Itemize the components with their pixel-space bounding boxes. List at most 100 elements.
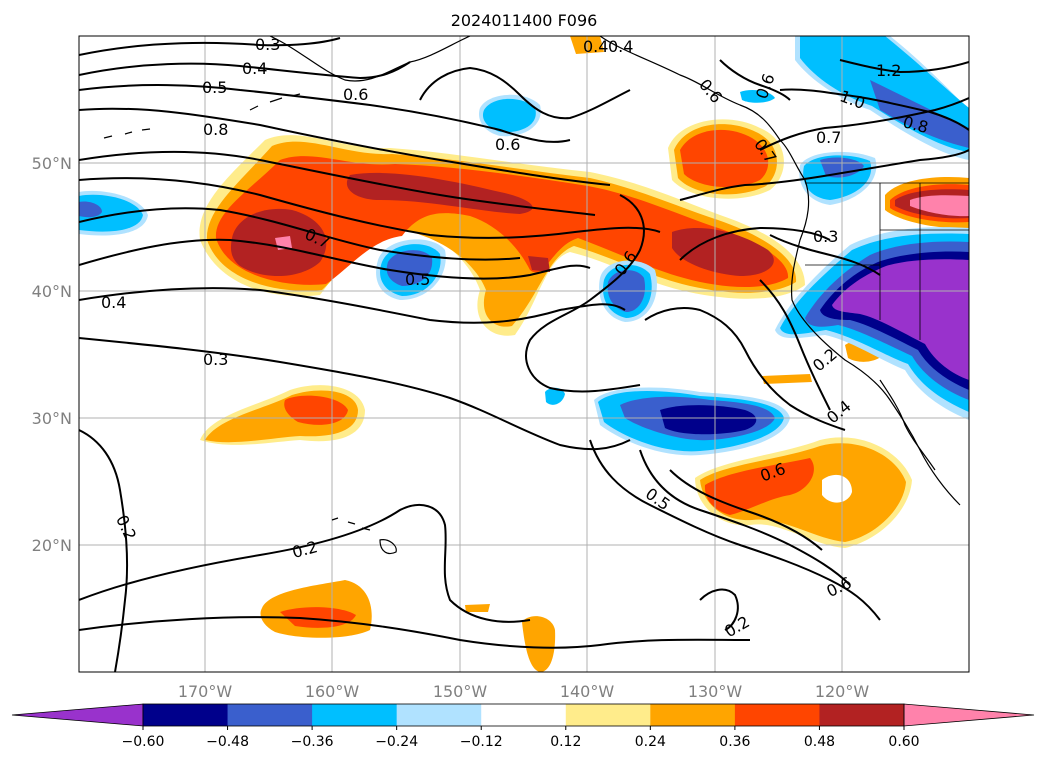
shade-small2-orange xyxy=(762,374,812,384)
contour-line xyxy=(79,177,661,239)
contour-line xyxy=(79,107,611,186)
lon-label-130w: 130°W xyxy=(688,682,743,701)
shade-w-royal xyxy=(79,201,102,218)
contour-line xyxy=(79,238,591,280)
contour-line xyxy=(669,469,823,551)
contour-line xyxy=(589,439,881,621)
lon-label-170w: 170°W xyxy=(178,682,233,701)
colorbar-segment xyxy=(819,704,905,726)
contour-line xyxy=(79,337,631,451)
shade-n-blue xyxy=(482,98,536,133)
contour-label: 0.4 xyxy=(101,293,126,312)
colorbar-extend-high xyxy=(903,703,1035,727)
colorbar-segment xyxy=(734,704,820,726)
shade-s-navy xyxy=(660,405,757,435)
shade-east-darkred xyxy=(672,228,774,276)
lon-label-160w: 160°W xyxy=(305,682,360,701)
contour-label: 0.3 xyxy=(813,227,838,246)
colorbar-segment xyxy=(565,704,651,726)
contour-line xyxy=(79,504,531,623)
coast-hawaii xyxy=(331,517,397,555)
shade-ne-pink xyxy=(910,195,969,217)
contour-line xyxy=(79,150,596,216)
colorbar: −0.60 −0.48 −0.36 −0.24 −0.12 0.12 0.24 0.36 0.4… xyxy=(11,703,1035,750)
colorbar-segment xyxy=(396,704,482,726)
contour-line xyxy=(79,616,751,649)
contour-label: 0.6 xyxy=(343,85,368,104)
contour-line xyxy=(79,207,521,261)
longitude-axis: 170°W 160°W 150°W 140°W 130°W 120°W xyxy=(178,682,870,701)
colorbar-tick-label: −0.12 xyxy=(460,734,503,750)
contour-line xyxy=(525,194,645,393)
contour-label: 0.5 xyxy=(405,270,430,289)
colorbar-segment xyxy=(650,704,736,726)
contour-label: 0.7 xyxy=(816,128,841,147)
shade-south2-orange xyxy=(522,616,556,672)
colorbar-segment xyxy=(481,704,567,726)
colorbar-tick-label: −0.36 xyxy=(291,734,334,750)
contour-label: 0.4 xyxy=(583,37,608,56)
shade-jet-darkred xyxy=(346,172,533,214)
contour-label: 0.6 xyxy=(495,135,520,154)
shade-mid-darkred xyxy=(528,256,550,272)
shade-coast-purple xyxy=(832,259,969,380)
contour-line xyxy=(769,234,881,276)
colorbar-tick-label: 0.60 xyxy=(888,734,919,750)
contour-line xyxy=(79,84,571,143)
shade-small-blue xyxy=(545,387,565,405)
shade-baja-white xyxy=(822,474,852,503)
contour-lines xyxy=(79,37,969,672)
colorbar-tick-label: 0.36 xyxy=(719,734,750,750)
shade-ak-blue xyxy=(740,90,775,103)
lon-label-150w: 150°W xyxy=(433,682,488,701)
colorbar-tick-label: −0.48 xyxy=(206,734,249,750)
shade-south3-orange xyxy=(465,604,490,612)
contour-line xyxy=(679,149,969,201)
shade-baja-red xyxy=(704,458,814,515)
contour-label: 1.2 xyxy=(876,61,901,80)
colorbar-segment xyxy=(143,704,229,726)
anomaly-shading xyxy=(79,36,969,672)
contour-line xyxy=(679,226,831,261)
contour-line xyxy=(419,66,631,120)
lat-label-30n: 30°N xyxy=(32,409,72,428)
contour-line xyxy=(79,429,129,672)
colorbar-tick-label: 0.24 xyxy=(635,734,666,750)
shade-south-red xyxy=(280,607,356,628)
lat-label-50n: 50°N xyxy=(32,154,72,173)
colorbar-segment xyxy=(227,704,313,726)
contour-line xyxy=(79,287,626,324)
contour-line xyxy=(79,61,411,80)
coast-baja xyxy=(879,379,936,471)
contour-line xyxy=(644,307,846,431)
colorbar-segment xyxy=(312,704,398,726)
map-title: 2024011400 F096 xyxy=(451,11,598,30)
contour-label: 0.3 xyxy=(255,35,280,54)
coast-aleutians xyxy=(103,93,301,139)
contour-line xyxy=(719,59,791,101)
contour-labels: 0.3 0.4 0.5 0.6 0.8 0.6 0.7 0.5 0.6 0.4 … xyxy=(101,35,930,641)
shade-baja-orange xyxy=(700,443,906,542)
contour-line xyxy=(79,37,341,56)
political-borders xyxy=(805,182,969,340)
lon-label-120w: 120°W xyxy=(815,682,870,701)
colorbar-tick-label: 0.12 xyxy=(550,734,581,750)
lon-label-140w: 140°W xyxy=(560,682,615,701)
contour-line xyxy=(699,588,739,631)
map-frame xyxy=(78,35,970,673)
colorbar-tick-label: −0.60 xyxy=(122,734,165,750)
contour-label: 0.3 xyxy=(203,350,228,369)
contour-label: 0.4 xyxy=(608,37,633,56)
contour-line xyxy=(639,449,851,586)
contour-line xyxy=(779,88,969,131)
lat-label-20n: 20°N xyxy=(32,536,72,555)
colorbar-tick-label: 0.48 xyxy=(804,734,835,750)
colorbar-tick-label: −0.24 xyxy=(375,734,418,750)
contour-line xyxy=(759,97,969,151)
map-area: 0.3 0.4 0.5 0.6 0.8 0.6 0.7 0.5 0.6 0.4 … xyxy=(79,35,969,672)
latitude-axis: 50°N 40°N 30°N 20°N xyxy=(32,154,72,555)
contour-line xyxy=(759,279,831,411)
colorbar-frame xyxy=(142,703,905,727)
shade-c-royal xyxy=(386,250,433,286)
contour-label: 0.8 xyxy=(203,120,228,139)
